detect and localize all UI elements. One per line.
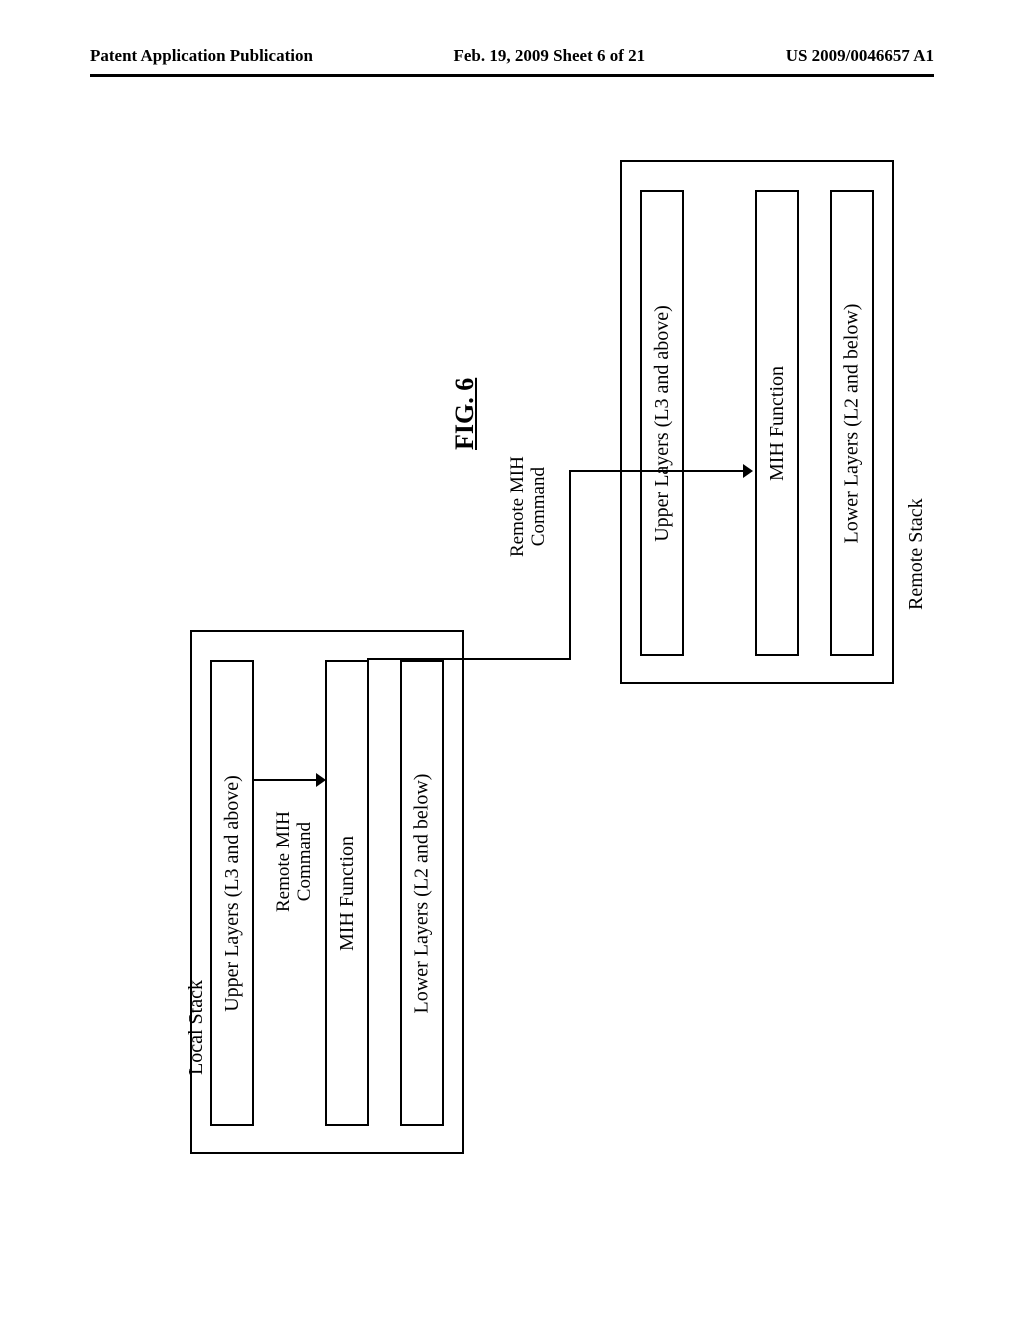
between-remote-mih-command-label: Remote MIH Command (508, 456, 550, 557)
local-mih-function-label: MIH Function (336, 836, 359, 951)
local-lower-layer: Lower Layers (L2 and below) (400, 660, 444, 1126)
arrow-local-to-remote-seg0 (367, 658, 571, 660)
remote-lower-layer-label: Lower Layers (L2 and below) (841, 303, 864, 543)
local-stack-label: Local Stack (185, 980, 208, 1075)
local-upper-layer: Upper Layers (L3 and above) (210, 660, 254, 1126)
header-right: US 2009/0046657 A1 (786, 46, 934, 66)
remote-upper-layer: Upper Layers (L3 and above) (640, 190, 684, 656)
local-remote-mih-command-label: Remote MIH Command (274, 811, 316, 912)
local-lower-layer-label: Lower Layers (L2 and below) (411, 773, 434, 1013)
remote-lower-layer: Lower Layers (L2 and below) (830, 190, 874, 656)
arrow-local-to-remote-seg2 (569, 470, 749, 472)
arrowhead-local-to-remote (743, 464, 753, 478)
page: Patent Application Publication Feb. 19, … (0, 0, 1024, 1320)
page-header: Patent Application Publication Feb. 19, … (0, 46, 1024, 66)
local-upper-layer-label: Upper Layers (L3 and above) (221, 775, 244, 1012)
header-left: Patent Application Publication (90, 46, 313, 66)
remote-mih-function: MIH Function (755, 190, 799, 656)
local-mih-function: MIH Function (325, 660, 369, 1126)
figure-label: FIG. 6 (450, 378, 480, 450)
remote-upper-layer-label: Upper Layers (L3 and above) (651, 305, 674, 542)
header-center: Feb. 19, 2009 Sheet 6 of 21 (453, 46, 645, 66)
remote-mih-function-label: MIH Function (766, 366, 789, 481)
remote-stack-label: Remote Stack (905, 498, 928, 610)
arrow-local-to-remote-seg1 (569, 470, 571, 660)
arrowhead-local-upper-to-mih (316, 773, 326, 787)
header-rule (90, 74, 934, 77)
arrow-local-upper-to-mih (252, 779, 322, 781)
